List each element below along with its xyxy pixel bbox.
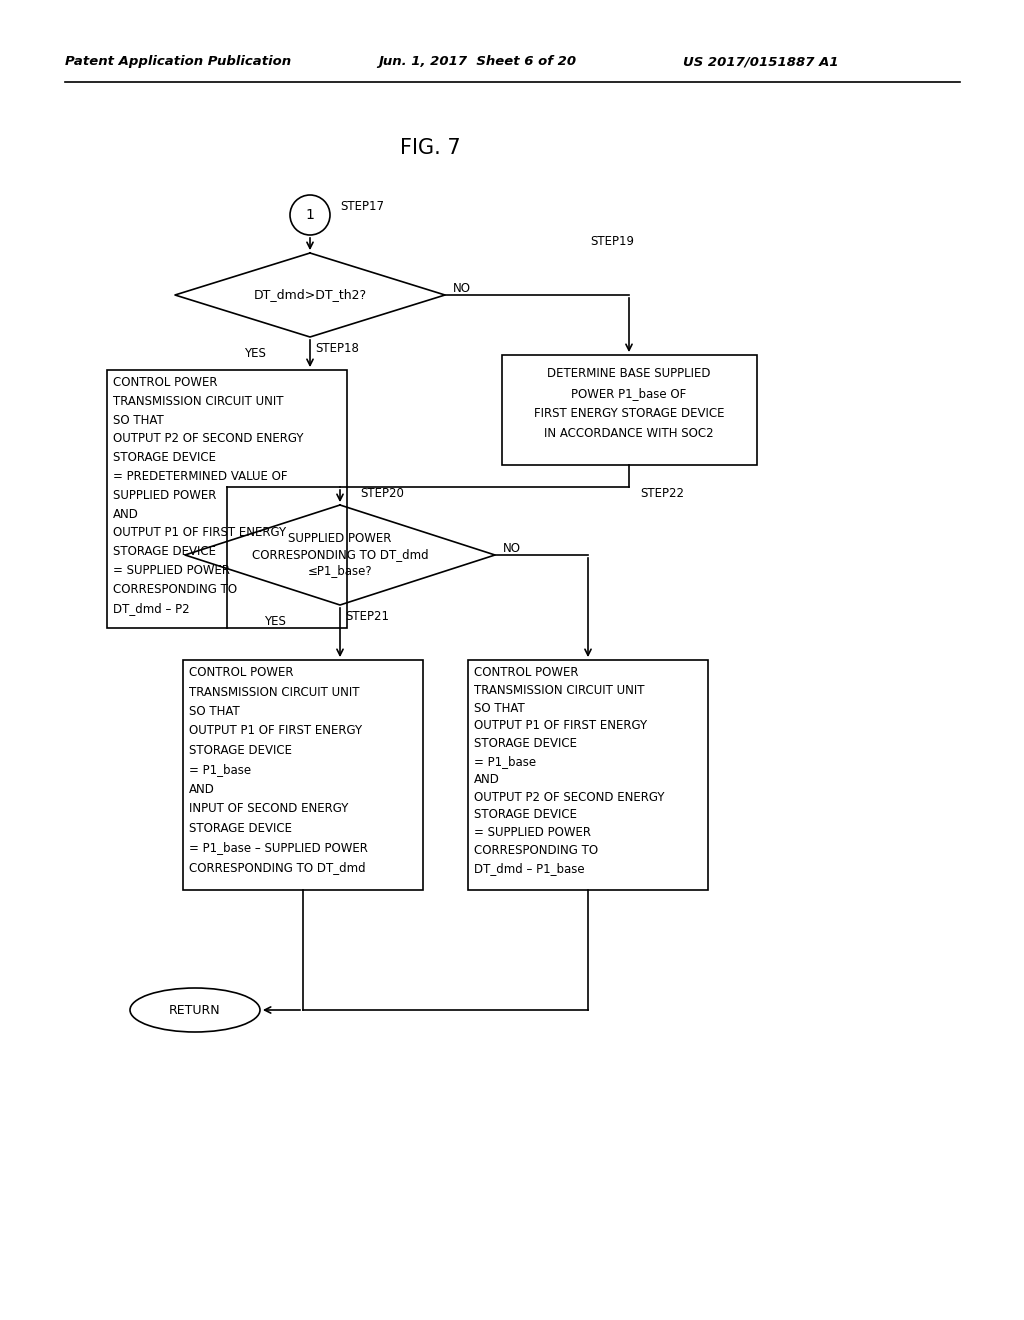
Text: OUTPUT P1 OF FIRST ENERGY: OUTPUT P1 OF FIRST ENERGY	[113, 527, 286, 540]
Text: CONTROL POWER: CONTROL POWER	[474, 667, 579, 678]
Text: CORRESPONDING TO: CORRESPONDING TO	[474, 843, 598, 857]
Text: CORRESPONDING TO DT_dmd: CORRESPONDING TO DT_dmd	[189, 861, 366, 874]
Text: STORAGE DEVICE: STORAGE DEVICE	[189, 822, 292, 836]
Text: = P1_base: = P1_base	[474, 755, 537, 768]
Text: STEP20: STEP20	[360, 487, 403, 500]
Text: RETURN: RETURN	[169, 1003, 221, 1016]
Text: = P1_base: = P1_base	[189, 763, 251, 776]
Text: = PREDETERMINED VALUE OF: = PREDETERMINED VALUE OF	[113, 470, 288, 483]
Text: DT_dmd>DT_th2?: DT_dmd>DT_th2?	[253, 289, 367, 301]
Text: FIRST ENERGY STORAGE DEVICE: FIRST ENERGY STORAGE DEVICE	[534, 407, 724, 420]
Text: DETERMINE BASE SUPPLIED: DETERMINE BASE SUPPLIED	[547, 367, 711, 380]
Text: OUTPUT P1 OF FIRST ENERGY: OUTPUT P1 OF FIRST ENERGY	[189, 725, 362, 738]
Text: SO THAT: SO THAT	[474, 702, 524, 714]
Text: STORAGE DEVICE: STORAGE DEVICE	[474, 737, 577, 750]
Text: STORAGE DEVICE: STORAGE DEVICE	[189, 744, 292, 756]
Text: = SUPPLIED POWER: = SUPPLIED POWER	[474, 826, 591, 840]
Text: ≤P1_base?: ≤P1_base?	[307, 565, 373, 578]
Text: YES: YES	[264, 615, 286, 628]
Text: OUTPUT P2 OF SECOND ENERGY: OUTPUT P2 OF SECOND ENERGY	[113, 433, 303, 445]
Bar	[502, 355, 757, 465]
Text: 1: 1	[305, 209, 314, 222]
Text: AND: AND	[189, 783, 215, 796]
Text: AND: AND	[474, 772, 500, 785]
Text: US 2017/0151887 A1: US 2017/0151887 A1	[683, 55, 839, 69]
Text: SUPPLIED POWER: SUPPLIED POWER	[113, 488, 216, 502]
Text: Jun. 1, 2017  Sheet 6 of 20: Jun. 1, 2017 Sheet 6 of 20	[378, 55, 577, 69]
Text: STEP19: STEP19	[590, 235, 634, 248]
Text: STEP17: STEP17	[340, 201, 384, 214]
Text: POWER P1_base OF: POWER P1_base OF	[571, 387, 687, 400]
Text: DT_dmd – P2: DT_dmd – P2	[113, 602, 189, 615]
Text: CORRESPONDING TO DT_dmd: CORRESPONDING TO DT_dmd	[252, 549, 428, 561]
Text: = SUPPLIED POWER: = SUPPLIED POWER	[113, 564, 230, 577]
Text: = P1_base – SUPPLIED POWER: = P1_base – SUPPLIED POWER	[189, 842, 368, 854]
Text: TRANSMISSION CIRCUIT UNIT: TRANSMISSION CIRCUIT UNIT	[113, 395, 284, 408]
Text: STORAGE DEVICE: STORAGE DEVICE	[113, 545, 216, 558]
Text: TRANSMISSION CIRCUIT UNIT: TRANSMISSION CIRCUIT UNIT	[474, 684, 644, 697]
Text: NO: NO	[503, 543, 521, 556]
Text: Patent Application Publication: Patent Application Publication	[65, 55, 291, 69]
Text: STORAGE DEVICE: STORAGE DEVICE	[113, 451, 216, 465]
Bar	[183, 660, 423, 890]
Text: FIG. 7: FIG. 7	[399, 139, 461, 158]
Text: TRANSMISSION CIRCUIT UNIT: TRANSMISSION CIRCUIT UNIT	[189, 685, 359, 698]
Text: IN ACCORDANCE WITH SOC2: IN ACCORDANCE WITH SOC2	[544, 426, 714, 440]
Text: CONTROL POWER: CONTROL POWER	[189, 667, 294, 678]
Text: SUPPLIED POWER: SUPPLIED POWER	[289, 532, 392, 545]
Text: SO THAT: SO THAT	[189, 705, 240, 718]
Text: CORRESPONDING TO: CORRESPONDING TO	[113, 583, 238, 595]
Text: YES: YES	[244, 347, 266, 360]
Bar	[106, 370, 347, 628]
Text: STEP22: STEP22	[640, 487, 684, 500]
Text: STEP18: STEP18	[315, 342, 358, 355]
Bar	[468, 660, 708, 890]
Text: OUTPUT P1 OF FIRST ENERGY: OUTPUT P1 OF FIRST ENERGY	[474, 719, 647, 733]
Text: INPUT OF SECOND ENERGY: INPUT OF SECOND ENERGY	[189, 803, 348, 816]
Text: STEP21: STEP21	[345, 610, 389, 623]
Text: NO: NO	[453, 282, 471, 296]
Text: AND: AND	[113, 508, 139, 520]
Text: CONTROL POWER: CONTROL POWER	[113, 376, 217, 389]
Text: STORAGE DEVICE: STORAGE DEVICE	[474, 808, 577, 821]
Text: OUTPUT P2 OF SECOND ENERGY: OUTPUT P2 OF SECOND ENERGY	[474, 791, 665, 804]
Text: DT_dmd – P1_base: DT_dmd – P1_base	[474, 862, 585, 875]
Text: SO THAT: SO THAT	[113, 413, 164, 426]
